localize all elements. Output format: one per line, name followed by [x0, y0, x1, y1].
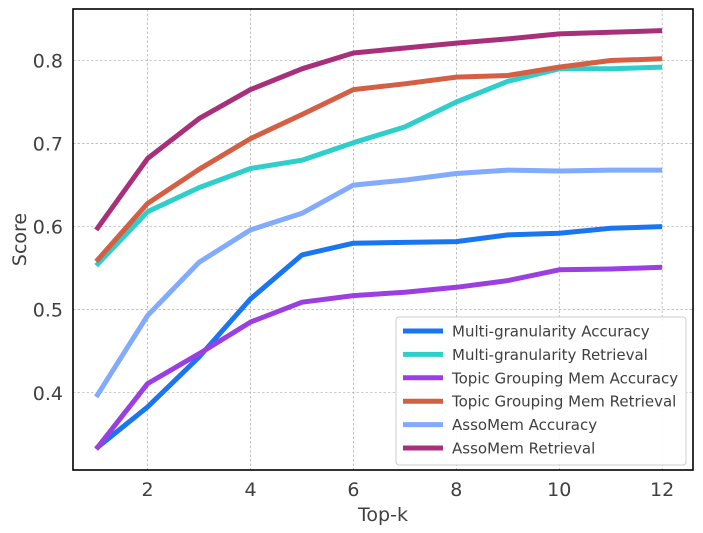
y-tick-label: 0.6: [33, 217, 63, 239]
x-tick-label: 4: [244, 479, 256, 501]
legend: Multi-granularity Accuracy Multi-granular…: [395, 316, 687, 466]
x-tick-label: 2: [142, 479, 154, 501]
y-tick-label: 0.4: [33, 383, 63, 405]
y-tick-label: 0.8: [33, 50, 63, 72]
x-tick-label: 6: [347, 479, 359, 501]
legend-label: AssoMem Retrieval: [452, 440, 595, 458]
legend-label: Multi-granularity Retrieval: [452, 346, 648, 364]
x-tick-label: 8: [450, 479, 462, 501]
x-tick-label: 10: [547, 479, 571, 501]
plot-frame: [72, 8, 694, 471]
legend-label: Topic Grouping Mem Retrieval: [451, 393, 676, 411]
legend-label: Multi-granularity Accuracy: [452, 323, 650, 341]
legend-label: Topic Grouping Mem Accuracy: [451, 369, 678, 387]
legend-box: [395, 316, 687, 466]
legend-label: AssoMem Accuracy: [452, 416, 597, 434]
y-tick-label: 0.5: [33, 300, 63, 322]
series-line-topic-grouping-mem-retrieval: [94, 56, 663, 264]
series-line-multi-granularity-accuracy: [94, 224, 663, 451]
axis-ticks: 2 4 6 8 10 12 0.4 0.5 0.6 0.7 0.8: [33, 50, 674, 501]
series-line-assomem-retrieval: [94, 28, 663, 232]
y-axis-title: Score: [9, 213, 31, 266]
y-tick-label: 0.7: [33, 134, 63, 156]
series-lines: [94, 28, 663, 451]
x-axis-title: Top-k: [357, 504, 408, 526]
series-line-topic-grouping-mem-accuracy: [94, 264, 663, 451]
x-tick-label: 12: [650, 479, 674, 501]
series-line-assomem-accuracy: [94, 167, 663, 399]
series-line-multi-granularity-retrieval: [94, 64, 663, 268]
